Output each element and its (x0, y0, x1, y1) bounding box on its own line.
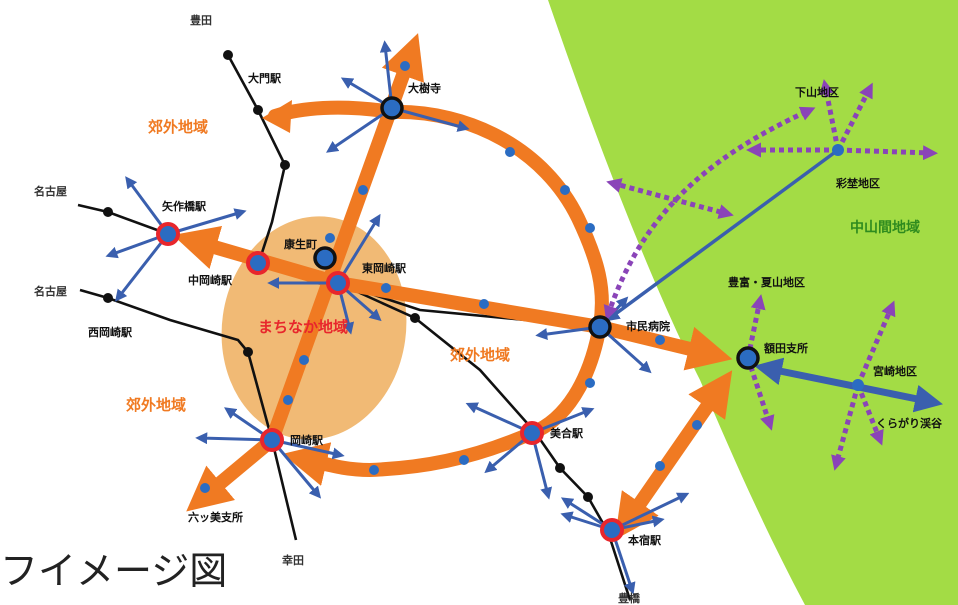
label-kota: 幸田 (282, 553, 304, 567)
label-shimin-byoin: 市民病院 (626, 319, 670, 333)
area-suburban-label: 郊外地域 (450, 346, 510, 364)
label-higashi-okazaki: 東岡崎駅 (362, 261, 406, 275)
label-nagoya: 名古屋 (34, 184, 67, 198)
route-loop-west-head (262, 100, 292, 133)
label-mutsumi-shisho: 六ッ美支所 (188, 510, 243, 524)
route-loop-west (268, 100, 399, 123)
label-daijuji: 大樹寺 (408, 81, 441, 95)
station-yahagibashi-marker (156, 222, 180, 246)
mountain-area (548, 0, 958, 605)
label-nishi-okazaki: 西岡崎駅 (88, 325, 132, 339)
label-motojuku: 本宿駅 (628, 533, 661, 547)
area-labels: 郊外地域 郊外地域 郊外地域 まちなか地域 中山間地域 (126, 118, 920, 414)
area-suburban-label: 郊外地域 (148, 118, 208, 136)
hub-kosei-cho-marker (313, 246, 337, 270)
hub-shimin-byoin-marker (588, 315, 612, 339)
label-toyohashi: 豊橋 (618, 591, 641, 605)
label-kosei-cho: 康生町 (284, 237, 317, 251)
label-miyazaki: 宮崎地区 (873, 364, 917, 378)
bus-stops (200, 61, 702, 493)
hub-daijuji-marker (380, 96, 404, 120)
diagram-caption: フイメージ図 (0, 549, 228, 593)
label-ayado: 彩埜地区 (835, 176, 880, 190)
station-naka-okazaki-marker (246, 251, 270, 275)
label-toyota: 豊田 (190, 13, 212, 27)
place-labels: 豊田 名古屋 名古屋 幸田 豊橋 下山地区 彩埜地区 豊富・夏山地区 宮崎地区 … (34, 13, 943, 605)
stations (156, 96, 760, 542)
label-okazaki: 岡崎駅 (290, 433, 323, 447)
label-shimoyama: 下山地区 (795, 85, 839, 99)
station-labels: 岡崎駅 東岡崎駅 中岡崎駅 矢作橋駅 西岡崎駅 大門駅 美合駅 本宿駅 大樹寺 … (88, 71, 808, 547)
label-naka-okazaki: 中岡崎駅 (188, 273, 232, 287)
area-mountain-label: 中山間地域 (850, 219, 920, 236)
label-mikawa: 美合駅 (550, 426, 583, 440)
station-higashi-okazaki-marker (326, 271, 350, 295)
area-suburban-label: 郊外地域 (126, 396, 186, 414)
station-motojuku-marker (600, 518, 624, 542)
label-nukata-shisho: 額田支所 (763, 341, 808, 355)
station-mikawa-marker (520, 421, 544, 445)
label-nagoya: 名古屋 (34, 284, 67, 298)
station-okazaki-marker (260, 428, 284, 452)
area-downtown-label: まちなか地域 (258, 318, 348, 336)
route-motojuku-nukata (614, 370, 733, 540)
label-yahagibashi: 矢作橋駅 (162, 199, 206, 213)
demand-routes (603, 79, 938, 471)
label-toyotomi: 豊富・夏山地区 (728, 275, 805, 289)
label-kuragari: くらがり渓谷 (876, 416, 943, 430)
hub-nukata-shisho-marker (736, 346, 760, 370)
label-ohmon: 大門駅 (248, 71, 281, 85)
